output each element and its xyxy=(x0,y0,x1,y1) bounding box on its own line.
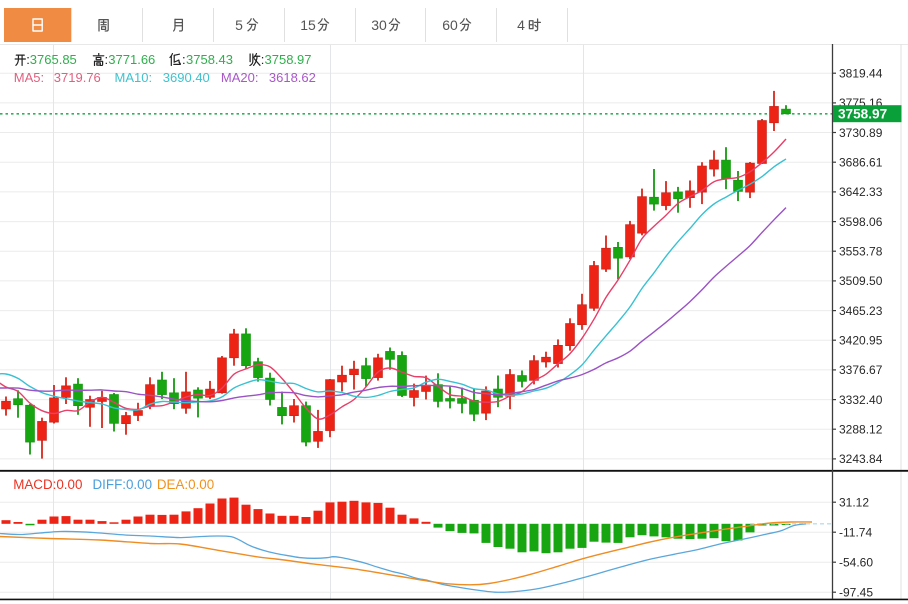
svg-text:3686.61: 3686.61 xyxy=(839,156,883,170)
svg-text:3730.89: 3730.89 xyxy=(839,126,883,140)
svg-text:31.12: 31.12 xyxy=(839,496,869,510)
svg-text:3553.78: 3553.78 xyxy=(839,245,883,259)
svg-text:3465.23: 3465.23 xyxy=(839,304,883,318)
svg-text:3243.84: 3243.84 xyxy=(839,452,883,466)
svg-text:-97.45: -97.45 xyxy=(839,586,873,600)
svg-text:3420.95: 3420.95 xyxy=(839,334,883,348)
svg-text:3288.12: 3288.12 xyxy=(839,423,883,437)
svg-text:-11.74: -11.74 xyxy=(839,526,872,540)
svg-text:3758.97: 3758.97 xyxy=(838,107,887,122)
svg-text:3376.67: 3376.67 xyxy=(839,363,883,377)
svg-text:3332.40: 3332.40 xyxy=(839,393,883,407)
svg-text:3819.44: 3819.44 xyxy=(839,67,883,81)
svg-text:-54.60: -54.60 xyxy=(839,556,873,570)
svg-text:3642.33: 3642.33 xyxy=(839,185,883,199)
svg-text:3598.06: 3598.06 xyxy=(839,215,883,229)
svg-text:3509.50: 3509.50 xyxy=(839,274,883,288)
